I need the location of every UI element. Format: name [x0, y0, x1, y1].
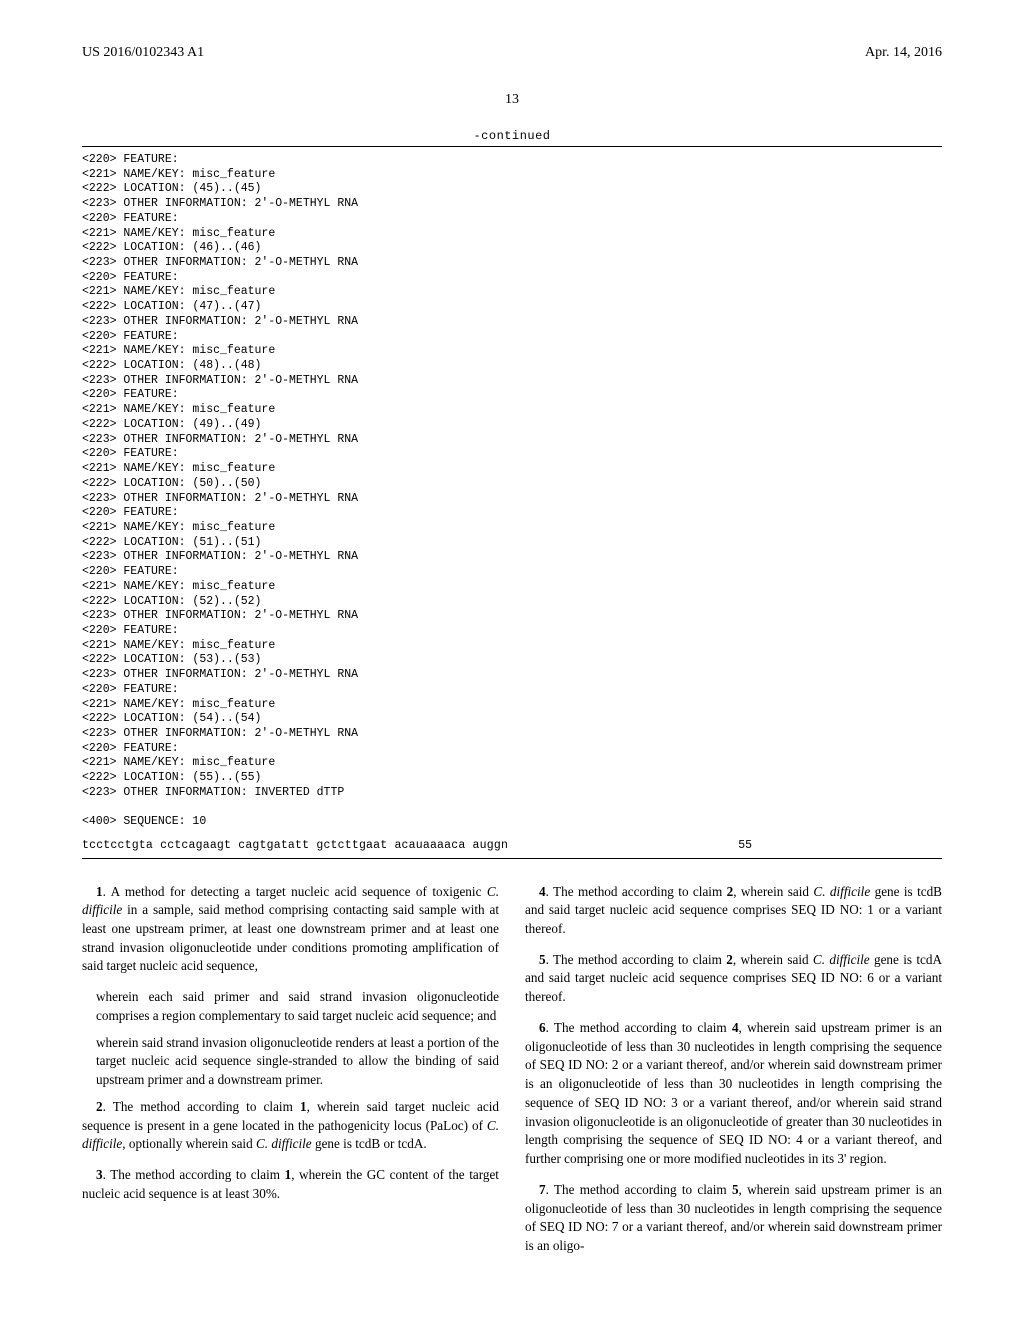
- claim-number: 7: [539, 1182, 546, 1197]
- sequence-listing-block: <220> FEATURE: <221> NAME/KEY: misc_feat…: [82, 147, 942, 836]
- sequence-string-row: tcctcctgta cctcagaagt cagtgatatt gctcttg…: [82, 836, 942, 858]
- page-header: US 2016/0102343 A1 Apr. 14, 2016: [82, 44, 942, 63]
- publication-date: Apr. 14, 2016: [865, 44, 942, 63]
- claim-1: 1. A method for detecting a target nucle…: [82, 883, 499, 977]
- claim-1-sub1: wherein each said primer and said strand…: [96, 988, 499, 1025]
- publication-number: US 2016/0102343 A1: [82, 44, 204, 63]
- page-number: 13: [82, 91, 942, 110]
- claim-number: 6: [539, 1020, 546, 1035]
- claim-5: 5. The method according to claim 2, wher…: [525, 951, 942, 1007]
- sequence-string: tcctcctgta cctcagaagt cagtgatatt gctcttg…: [82, 838, 508, 854]
- right-column: 4. The method according to claim 2, wher…: [525, 883, 942, 1268]
- claim-4: 4. The method according to claim 2, wher…: [525, 883, 942, 939]
- claim-number: 3: [96, 1167, 103, 1182]
- bottom-rule: [82, 858, 942, 859]
- claim-number: 1: [96, 884, 103, 899]
- claim-6: 6. The method according to claim 4, wher…: [525, 1019, 942, 1169]
- claim-3: 3. The method according to claim 1, wher…: [82, 1166, 499, 1203]
- continued-label: -continued: [82, 128, 942, 144]
- sequence-length: 55: [738, 838, 942, 854]
- claim-number: 2: [96, 1099, 103, 1114]
- left-column: 1. A method for detecting a target nucle…: [82, 883, 499, 1268]
- claim-number: 5: [539, 952, 546, 967]
- claim-number: 4: [539, 884, 546, 899]
- claim-1-sub2: wherein said strand invasion oligonucleo…: [96, 1034, 499, 1090]
- claim-7: 7. The method according to claim 5, wher…: [525, 1181, 942, 1256]
- claim-2: 2. The method according to claim 1, wher…: [82, 1098, 499, 1154]
- claims-columns: 1. A method for detecting a target nucle…: [82, 883, 942, 1268]
